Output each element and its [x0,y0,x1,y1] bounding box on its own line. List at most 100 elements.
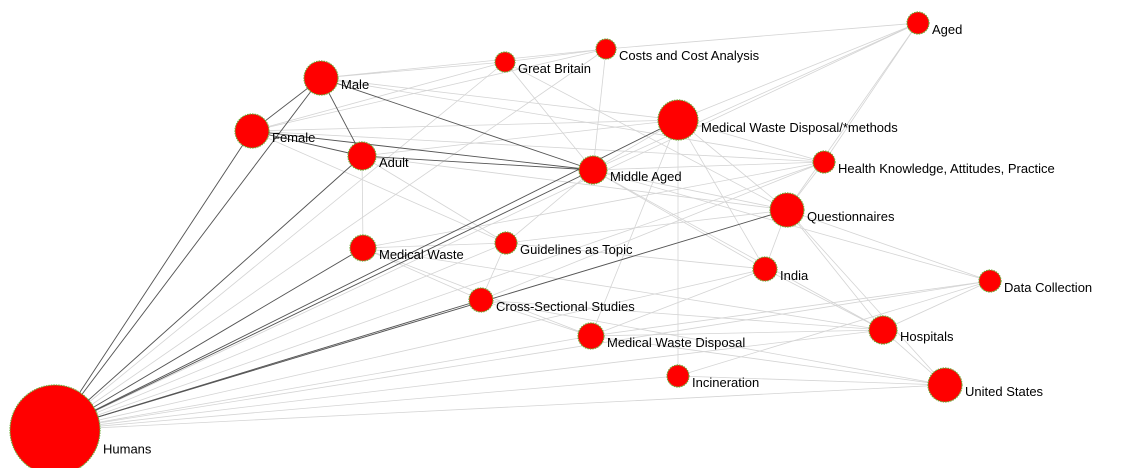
node-label: Humans [103,441,152,456]
node [577,322,605,350]
edge [361,155,594,171]
edge [823,22,919,163]
edge [504,48,607,63]
edge [677,375,946,386]
edge [54,280,991,431]
edge [362,247,884,331]
node [657,99,699,141]
edge [677,22,919,121]
edge [251,48,607,132]
node [9,384,101,468]
edge [320,77,679,121]
edge [480,299,946,386]
edge [251,130,363,157]
edge [251,130,594,171]
edge [54,335,592,431]
node [927,367,963,403]
edge [251,61,506,132]
edge [677,119,825,163]
node [812,150,836,174]
node-label: Incineration [692,375,759,390]
edge [480,299,884,331]
edge [251,119,679,132]
edge [592,169,884,331]
edge [362,247,482,301]
edge [320,77,594,171]
edge [786,209,991,282]
edge [54,119,679,431]
edge [592,22,919,171]
edge [592,169,788,211]
nodes: Humans Female Male Adult Great Britain Costs … [9,11,1092,468]
edge [786,209,946,386]
edge [590,335,946,386]
node-label: United States [965,384,1044,399]
edge [590,329,884,337]
edge [592,161,825,171]
node-label: Health Knowledge, Attitudes, Practice [838,161,1055,176]
edge [320,48,607,79]
node-label: Medical Waste Disposal [607,335,745,350]
edge [677,280,991,377]
node-label: Cross-Sectional Studies [496,299,635,314]
node-label: Medical Waste Disposal/*methods [701,120,898,135]
node [978,269,1002,293]
node [578,155,608,185]
edge [251,130,507,244]
node [595,38,617,60]
edges [54,22,991,431]
node-label: Costs and Cost Analysis [619,48,760,63]
node [468,287,494,313]
node [349,234,377,262]
node-label: Great Britain [518,61,591,76]
node [906,11,930,35]
node [234,113,270,149]
node [494,51,516,73]
edge [786,209,884,331]
edge [320,61,506,79]
edge [361,155,507,244]
edge [361,155,364,249]
node [666,364,690,388]
node-label: Medical Waste [379,247,464,262]
edge [54,169,594,431]
edge [54,384,946,431]
edge [505,169,594,244]
edge [54,48,607,431]
node [494,231,518,255]
edge [590,280,991,337]
edge [54,61,506,431]
edge [592,169,766,270]
edge [54,375,679,431]
edge [590,268,766,337]
edge [362,242,507,249]
node-label: Data Collection [1004,280,1092,295]
edge [251,130,825,163]
node [769,192,805,228]
node [303,60,339,96]
node-label: Hospitals [900,329,954,344]
edge [54,209,788,431]
node [752,256,778,282]
edge [882,280,991,331]
edge [480,161,825,301]
edge [677,119,766,270]
node-label: Middle Aged [610,169,682,184]
node-label: Questionnaires [807,209,895,224]
edge [54,130,253,431]
edge [605,22,919,50]
node-label: Guidelines as Topic [520,242,633,257]
edge [54,155,363,431]
edge [505,209,788,244]
node-label: Aged [932,22,962,37]
node-label: India [780,268,809,283]
edge [362,161,825,249]
edge [54,161,825,431]
node [347,141,377,171]
edge [786,22,919,211]
edge [54,247,364,431]
edge [54,22,919,431]
edge [361,119,679,157]
